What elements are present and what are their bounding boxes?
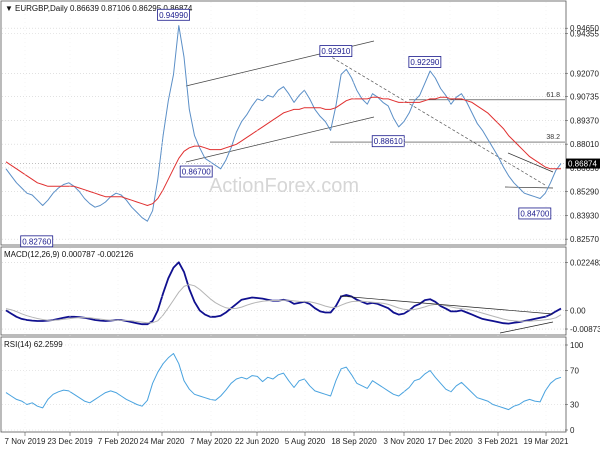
level-label: 0.84700 xyxy=(520,209,549,218)
x-tick-label: 5 Aug 2020 xyxy=(285,437,326,446)
level-label-box xyxy=(157,8,190,21)
macd-series xyxy=(5,261,562,334)
rsi-panel-title: RSI(14) 62.2599 xyxy=(4,340,63,349)
x-tick-label: 7 Nov 2019 xyxy=(5,437,46,446)
declining-trendline xyxy=(327,54,546,186)
level-label: 0.82760 xyxy=(22,237,51,246)
x-tick-label: 3 Nov 2020 xyxy=(384,437,425,446)
wedge-upper-line xyxy=(507,152,554,173)
level-label-box xyxy=(179,165,213,178)
level-label-box xyxy=(518,207,552,220)
price-y-tick-label: 0.83930 xyxy=(570,211,599,220)
rsi-grid xyxy=(2,344,565,431)
x-tick-label: 19 Mar 2021 xyxy=(524,437,569,446)
level-label: 0.94990 xyxy=(159,11,188,20)
fib-label: 61.8 xyxy=(546,92,560,99)
macd-y-tick-label: 0.022482 xyxy=(570,258,600,267)
macd-series-line-1 xyxy=(5,284,562,324)
price-y-tick-label: 0.89370 xyxy=(570,116,599,125)
x-tick-label: 17 Dec 2020 xyxy=(427,437,473,446)
rsi-series-line-0 xyxy=(5,353,562,411)
macd-y-tick-label: 0.00 xyxy=(570,306,586,315)
price-y-tick-label: 0.94355 xyxy=(570,29,599,38)
macd-trendline-upper xyxy=(339,295,554,315)
current-price-tag xyxy=(566,158,600,169)
level-label: 0.88610 xyxy=(374,137,403,146)
x-tick-label: 22 Jun 2020 xyxy=(235,437,280,446)
price-panel-title: EURGBP,Daily 0.86639 0.87106 0.86295 0.8… xyxy=(15,4,193,13)
x-axis: 7 Nov 2019 23 Dec 2019 7 Feb 2020 24 Mar 20… xyxy=(5,2,569,446)
rsi-y-tick-label: 70 xyxy=(570,367,579,376)
x-tick-label: 23 Dec 2019 xyxy=(47,437,93,446)
level-label-box xyxy=(20,235,54,248)
fib-label: 38.2 xyxy=(546,134,560,141)
level-label: 0.86700 xyxy=(182,168,211,177)
price-y-tick-label: 0.90735 xyxy=(570,93,599,102)
x-tick-label: 18 Sep 2020 xyxy=(331,437,377,446)
level-label-box xyxy=(408,56,442,68)
wedge-lower-line xyxy=(504,186,554,189)
x-tick-label: 7 May 2020 xyxy=(190,437,232,446)
macd-panel-title: MACD(12,26,9) 0.000787 -0.002126 xyxy=(4,250,134,259)
rsi-panel-frame xyxy=(0,336,567,433)
price-annotations: 0.94990 0.92910 0.92290 0.88610 0.86700 0.847… xyxy=(20,8,552,248)
price-y-tick-label: 0.88010 xyxy=(570,140,599,149)
price-series xyxy=(5,25,562,222)
price-y-tick-label: 0.94650 xyxy=(570,24,599,33)
price-panel-frame xyxy=(0,0,567,246)
watermark: ActionForex.com xyxy=(209,175,359,197)
x-tick-label: 3 Feb 2021 xyxy=(478,437,519,446)
price-series-line-1 xyxy=(5,96,561,206)
rsi-series xyxy=(5,353,562,411)
rsi-y-axis: 100 70 30 0 xyxy=(565,341,584,435)
price-y-tick-label: 0.82570 xyxy=(570,235,599,244)
level-label-box xyxy=(319,45,353,58)
level-label: 0.92290 xyxy=(410,58,439,67)
macd-series-line-0 xyxy=(5,261,562,326)
menu-arrow-icon[interactable]: ▼ xyxy=(5,4,13,13)
macd-y-axis: 0.022482 0.00 -0.008736 xyxy=(565,258,600,334)
macd-trendline-lower xyxy=(499,321,554,334)
rsi-y-tick-label: 30 xyxy=(570,401,579,410)
level-label-box xyxy=(371,135,405,148)
macd-y-tick-label: -0.008736 xyxy=(570,325,600,334)
rsi-y-tick-label: 0 xyxy=(570,426,575,435)
macd-panel-frame xyxy=(0,246,567,336)
channel-lower-line xyxy=(185,116,375,163)
price-y-tick-label: 0.92070 xyxy=(570,69,599,78)
x-tick-label: 24 Mar 2020 xyxy=(140,437,185,446)
x-tick-label: 7 Feb 2020 xyxy=(98,437,139,446)
price-grid xyxy=(2,27,565,240)
rsi-y-tick-label: 100 xyxy=(570,341,584,350)
price-y-tick-label: 0.85290 xyxy=(570,188,599,197)
current-price-label: 0.86874 xyxy=(568,160,597,169)
price-series-line-0 xyxy=(5,25,562,222)
level-label: 0.92910 xyxy=(321,47,350,56)
macd-grid xyxy=(2,262,565,330)
